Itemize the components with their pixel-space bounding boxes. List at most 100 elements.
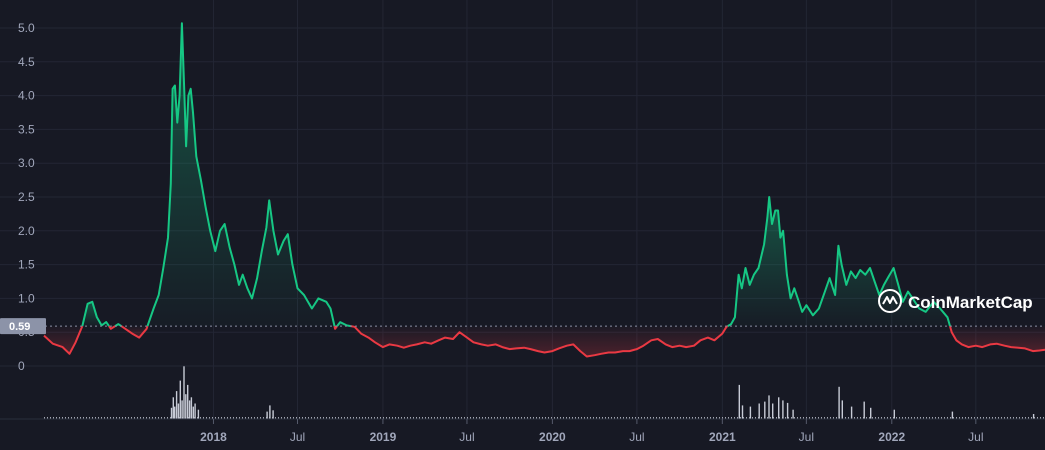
volume-bar bbox=[893, 417, 894, 419]
price-line-down-segment bbox=[108, 325, 116, 330]
volume-bar bbox=[98, 417, 99, 419]
volume-bar bbox=[518, 417, 519, 419]
down-area-fill bbox=[350, 326, 728, 357]
volume-bar bbox=[596, 417, 597, 419]
volume-bar bbox=[239, 417, 240, 419]
volume-bar bbox=[107, 417, 108, 419]
volume-bar bbox=[809, 417, 810, 419]
volume-bar bbox=[632, 417, 633, 419]
volume-bar bbox=[44, 417, 45, 419]
volume-bar bbox=[149, 417, 150, 419]
volume-bar bbox=[827, 417, 828, 419]
volume-bar bbox=[143, 417, 144, 419]
volume-bar bbox=[974, 417, 975, 419]
volume-bar bbox=[533, 417, 534, 419]
volume-bar bbox=[686, 417, 687, 419]
volume-bar bbox=[569, 417, 570, 419]
volume-bar bbox=[185, 394, 187, 419]
volume-bar bbox=[179, 417, 180, 419]
volume-bar bbox=[188, 400, 191, 419]
volume-bar bbox=[467, 417, 468, 419]
volume-bar bbox=[377, 417, 378, 419]
volume-bar bbox=[773, 417, 774, 419]
volume-bar bbox=[815, 417, 816, 419]
volume-bar bbox=[530, 417, 531, 419]
volume-bar bbox=[248, 417, 249, 419]
volume-bar bbox=[254, 417, 255, 419]
volume-bar bbox=[119, 417, 120, 419]
volume-bar bbox=[998, 417, 999, 419]
volume-bar bbox=[782, 400, 784, 419]
y-tick-label: 4.5 bbox=[18, 55, 35, 69]
volume-bar bbox=[830, 417, 831, 419]
volume-bar bbox=[62, 417, 63, 419]
volume-bar bbox=[158, 417, 159, 419]
volume-bar bbox=[929, 417, 930, 419]
volume-bar bbox=[548, 417, 549, 419]
volume-bar bbox=[188, 417, 189, 419]
volume-bar bbox=[284, 417, 285, 419]
volume-bar bbox=[206, 417, 207, 419]
volume-bar bbox=[986, 417, 987, 419]
volume-bar bbox=[778, 397, 780, 419]
volume-bar bbox=[749, 406, 752, 419]
volume-bar bbox=[653, 417, 654, 419]
volume-bar bbox=[677, 417, 678, 419]
volume-bar bbox=[902, 417, 903, 419]
volume-bar bbox=[683, 417, 684, 419]
volume-bar bbox=[428, 417, 429, 419]
volume-bar bbox=[551, 417, 552, 419]
volume-bar bbox=[380, 417, 381, 419]
volume-bar bbox=[353, 417, 354, 419]
volume-bar bbox=[707, 417, 708, 419]
volume-bar bbox=[1007, 417, 1008, 419]
volume-bar bbox=[602, 417, 603, 419]
volume-bar bbox=[137, 417, 138, 419]
volume-bar bbox=[734, 417, 735, 419]
volume-bar bbox=[1010, 417, 1011, 419]
volume-bar bbox=[260, 417, 261, 419]
volume-bar bbox=[338, 417, 339, 419]
volume-bar bbox=[80, 417, 81, 419]
volume-bar bbox=[386, 417, 387, 419]
volume-bar bbox=[515, 417, 516, 419]
volume-bar bbox=[398, 417, 399, 419]
volume-bar bbox=[563, 417, 564, 419]
price-line-down-segment bbox=[350, 325, 729, 358]
volume-bar bbox=[500, 417, 501, 419]
volume-bar bbox=[824, 417, 825, 419]
volume-bar bbox=[779, 417, 780, 419]
volume-bar bbox=[470, 417, 471, 419]
volume-bar bbox=[680, 417, 681, 419]
volume-bar bbox=[47, 417, 48, 419]
volume-bar bbox=[656, 417, 657, 419]
volume-bar bbox=[314, 417, 315, 419]
x-tick-label: Jul bbox=[459, 430, 474, 444]
volume-bar bbox=[791, 417, 792, 419]
volume-bar bbox=[278, 417, 279, 419]
x-tick-label: Jul bbox=[629, 430, 644, 444]
volume-bar bbox=[308, 417, 309, 419]
volume-bar bbox=[695, 417, 696, 419]
volume-bar bbox=[644, 417, 645, 419]
volume-bar bbox=[53, 417, 54, 419]
volume-bar bbox=[641, 417, 642, 419]
volume-bar bbox=[317, 417, 318, 419]
y-tick-label: 0 bbox=[18, 359, 25, 373]
volume-bar bbox=[242, 417, 243, 419]
volume-bar bbox=[152, 417, 153, 419]
volume-bar bbox=[626, 417, 627, 419]
volume-bar bbox=[926, 417, 927, 419]
volume-bar bbox=[560, 417, 561, 419]
volume-bar bbox=[593, 417, 594, 419]
volume-bar bbox=[545, 417, 546, 419]
volume-bar bbox=[187, 384, 189, 419]
volume-bar bbox=[770, 417, 771, 419]
x-tick-label: 2018 bbox=[200, 430, 227, 444]
volume-bar bbox=[923, 417, 924, 419]
volume-bar bbox=[1043, 417, 1044, 419]
watermark-text: CoinMarketCap bbox=[908, 293, 1033, 312]
volume-bar bbox=[841, 400, 843, 419]
volume-bar bbox=[113, 417, 114, 419]
